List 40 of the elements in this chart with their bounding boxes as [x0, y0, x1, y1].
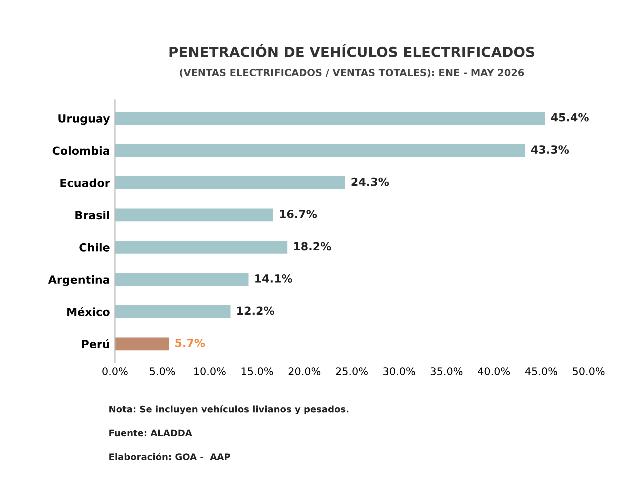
y-tick-label: México: [68, 307, 110, 316]
x-tick-label: 40.0%: [478, 368, 510, 376]
y-tick-label: Uruguay: [58, 114, 110, 126]
source-note: Fuente: ALADDA: [110, 430, 192, 437]
data-label: 45.4%: [551, 113, 589, 122]
x-tick-label: 0.0%: [102, 368, 128, 376]
bar: [115, 305, 231, 318]
y-tick-label: Colombia: [52, 146, 110, 156]
y-tick-label: Perú: [82, 339, 110, 349]
bar: [115, 208, 274, 222]
x-tick-label: 50.0%: [573, 368, 605, 376]
x-tick-label: 45.0%: [525, 368, 558, 376]
x-tick-label: 20.0%: [288, 368, 321, 376]
bar: [115, 112, 546, 125]
data-label: 18.2%: [294, 242, 332, 251]
y-tick-label: Chile: [80, 243, 110, 252]
x-tick-label: 35.0%: [430, 368, 463, 376]
x-tick-label: 15.0%: [242, 368, 274, 376]
data-label: 43.3%: [531, 146, 570, 154]
y-tick-label: Brasil: [76, 211, 110, 220]
data-label: 5.7%: [176, 338, 206, 348]
x-tick-label: 5.0%: [150, 368, 176, 376]
x-tick-label: 25.0%: [336, 368, 368, 376]
bar: [115, 338, 170, 351]
x-tick-label: 10.0%: [194, 368, 226, 376]
bar: [115, 273, 249, 286]
bar: [115, 176, 346, 190]
y-tick-label: Argentina: [48, 275, 110, 286]
x-tick-label: 30.0%: [384, 368, 416, 376]
text: Nota: Se incluyen vehículos livianos y pesados.: [110, 405, 349, 415]
chart-subtitle: (VENTAS ELECTRIFICADOS / VENTAS TOTALES): ENE - MAY 2026: [180, 68, 524, 78]
data-label: 16.7%: [280, 210, 318, 218]
text: Elaboración: GOA - AAP: [110, 453, 230, 460]
y-tick-label: Ecuador: [60, 178, 110, 188]
chart-title: PENETRACIÓN DE VEHÍCULOS ELECTRIFICADOS: [170, 44, 534, 58]
bar: [115, 144, 526, 158]
data-label: 12.2%: [238, 306, 275, 316]
data-label: 24.3%: [352, 178, 390, 186]
data-label: 14.1%: [256, 274, 293, 283]
bar: [115, 241, 288, 254]
